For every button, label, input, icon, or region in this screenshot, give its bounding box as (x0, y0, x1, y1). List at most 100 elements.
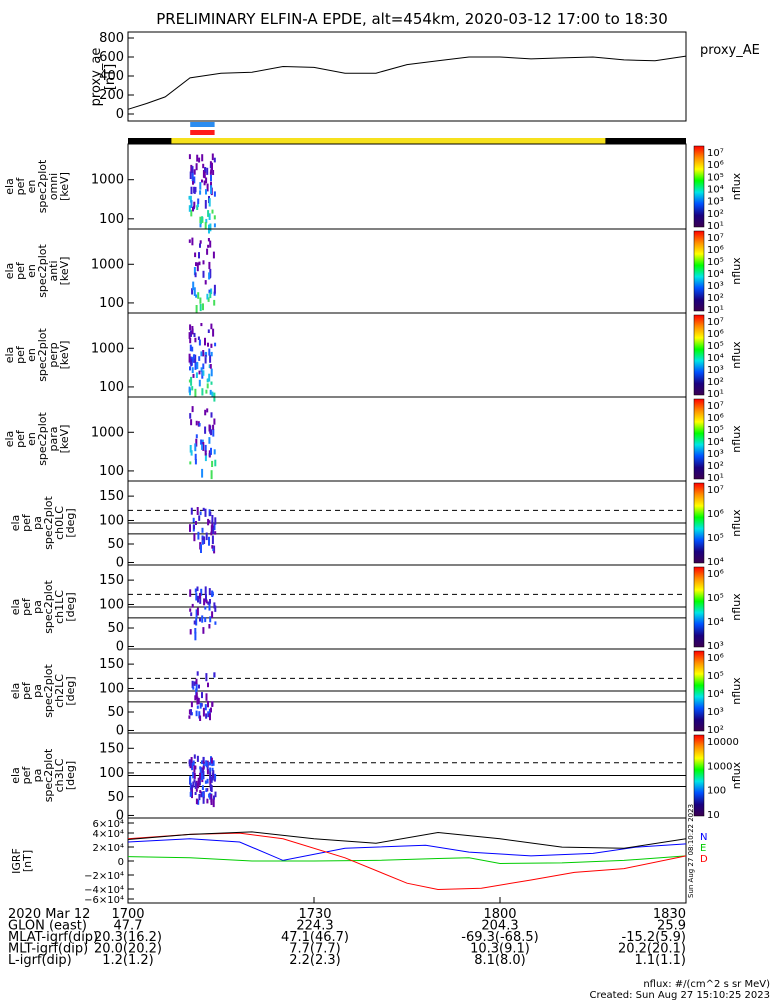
spectrogram-pixel (205, 218, 208, 224)
spectrogram-pixel (201, 179, 203, 183)
spectrogram-pixel (192, 781, 195, 788)
spectrogram-pixel (210, 412, 213, 418)
spectrogram-pixel (210, 181, 212, 188)
panel-ylabel: elapefpaspec2plotch3LC[deg] (9, 748, 77, 802)
spectrogram-pixel (198, 370, 201, 375)
spectrogram-pixel (189, 775, 192, 784)
spectrogram-pixel (192, 206, 194, 212)
colorbar-tick-label: 10¹ (707, 305, 724, 316)
spectrogram-pixel (188, 239, 191, 243)
spectrogram-pixel (205, 673, 208, 682)
ylabel-line: [deg] (64, 592, 77, 621)
side-timestamp: Sun Aug 27 08:10:22 2023 (687, 804, 695, 898)
spectrogram-pixel (207, 210, 210, 217)
spectrogram-pixel (194, 272, 197, 278)
spectrogram-pixel (191, 172, 194, 182)
panel-ylabel: elapefpaspec2plotch1LC[deg] (9, 580, 77, 634)
ylabel-line: ela (9, 767, 22, 784)
spectrogram-pixel (202, 762, 205, 769)
x-axis-row-value: 1700 (111, 907, 144, 922)
panel-ylabel: elapefenspec2plotanti[keV] (3, 244, 71, 298)
spectrogram-pixel (192, 760, 195, 766)
y-tick-label: 0 (116, 107, 124, 122)
spectrogram-pixel (211, 701, 214, 707)
spectrogram-pixel (200, 351, 203, 357)
spectrogram-pixel (196, 671, 199, 676)
spectrogram-pixel (208, 520, 211, 524)
spectrogram-pixel (204, 426, 207, 434)
colorbar-title: nflux (730, 593, 743, 621)
spectrogram-pixel (199, 618, 201, 622)
spectrogram-pixel (211, 545, 214, 549)
spectrogram-pixel (204, 780, 207, 784)
spectrogram-pixel (196, 607, 199, 616)
x-axis-row-value: 1800 (483, 907, 516, 922)
colorbar-title: nflux (730, 761, 743, 789)
colorbar-tick-label: 10⁵ (707, 257, 724, 268)
spectrogram-pixel (190, 358, 193, 367)
x-axis-row-value: 20.0(20.2) (94, 942, 162, 957)
spectrogram-pixel (195, 788, 198, 792)
colorbar-title: nflux (730, 425, 743, 453)
spectrogram-pixel (202, 768, 205, 777)
spectrogram-pixel (205, 693, 208, 701)
spectrogram-pixel (204, 356, 207, 364)
spectrogram-pixel (204, 351, 207, 356)
colorbar-tick-label: 10⁷ (707, 401, 724, 412)
ylabel-line: proxy_ae (89, 48, 104, 107)
spectrogram-pixel (194, 388, 197, 398)
spectrogram-pixel (196, 705, 199, 709)
spectrogram-pixel (205, 599, 208, 604)
spectrogram-pixel (189, 629, 192, 635)
spectrogram-pixel (205, 761, 208, 768)
y-tick-label: 0 (116, 808, 124, 823)
colorbar (693, 145, 705, 228)
spectrogram-pixel (195, 692, 198, 699)
spectrogram-pixel (211, 767, 214, 772)
proxy-ae-legend-label: proxy_AE (700, 43, 760, 58)
spectrogram-pixel (204, 508, 207, 517)
ylabel-line: ela (3, 178, 16, 195)
panel-ylabel: IGRF[nT] (10, 848, 34, 874)
colorbar-title: nflux (730, 257, 743, 285)
ylabel-line: spec2plot (42, 748, 55, 802)
spectrogram-pixel (191, 680, 194, 689)
spectrogram-pixel (214, 342, 217, 347)
spectrogram-pixel (202, 627, 205, 634)
spectrogram-pixel (208, 588, 211, 596)
panel-frame (127, 396, 687, 482)
spectrogram-pixel (193, 332, 196, 337)
spectrogram-pixel (204, 337, 206, 346)
spectrogram-pixel (199, 182, 202, 190)
colorbar-tick-label: 10⁵ (707, 671, 724, 682)
spectrogram-pixel (201, 444, 204, 450)
spectrogram-pixel (199, 595, 202, 604)
spectrogram-pixel (193, 176, 196, 184)
colorbar-tick-label: 10⁷ (707, 485, 724, 496)
spectrogram-pixel (194, 588, 197, 593)
spectrogram-pixel (210, 447, 212, 455)
spectrogram-pixel (190, 164, 193, 174)
x-axis-row-label: L-igrf(dip) (8, 953, 72, 968)
spectrogram-pixel (211, 391, 214, 398)
spectrogram-pixel (214, 459, 217, 467)
spectrogram-pixel (188, 709, 191, 715)
ylabel-line: spec2plot (42, 580, 55, 634)
spectrogram-pixel (192, 686, 195, 690)
spectrogram-pixel (190, 709, 192, 716)
ylabel-line: ela (9, 683, 22, 700)
spectrogram-pixel (202, 163, 205, 169)
y-tick-label: 100 (99, 212, 124, 227)
y-tick-label: 50 (107, 705, 124, 720)
ylabel-line: [deg] (64, 508, 77, 537)
spectrogram-pixel (209, 767, 212, 772)
spectrogram-pixel (193, 354, 196, 359)
colorbar-tick-label: 10000 (707, 737, 739, 748)
colorbar-tick-label: 10⁷ (707, 317, 724, 328)
spectrogram-pixel (190, 419, 193, 426)
ylabel-line: pef (20, 513, 33, 532)
spectrogram-pixel (210, 470, 213, 480)
spectrogram-pixel (189, 366, 191, 371)
spectrogram-pixel (188, 154, 191, 160)
